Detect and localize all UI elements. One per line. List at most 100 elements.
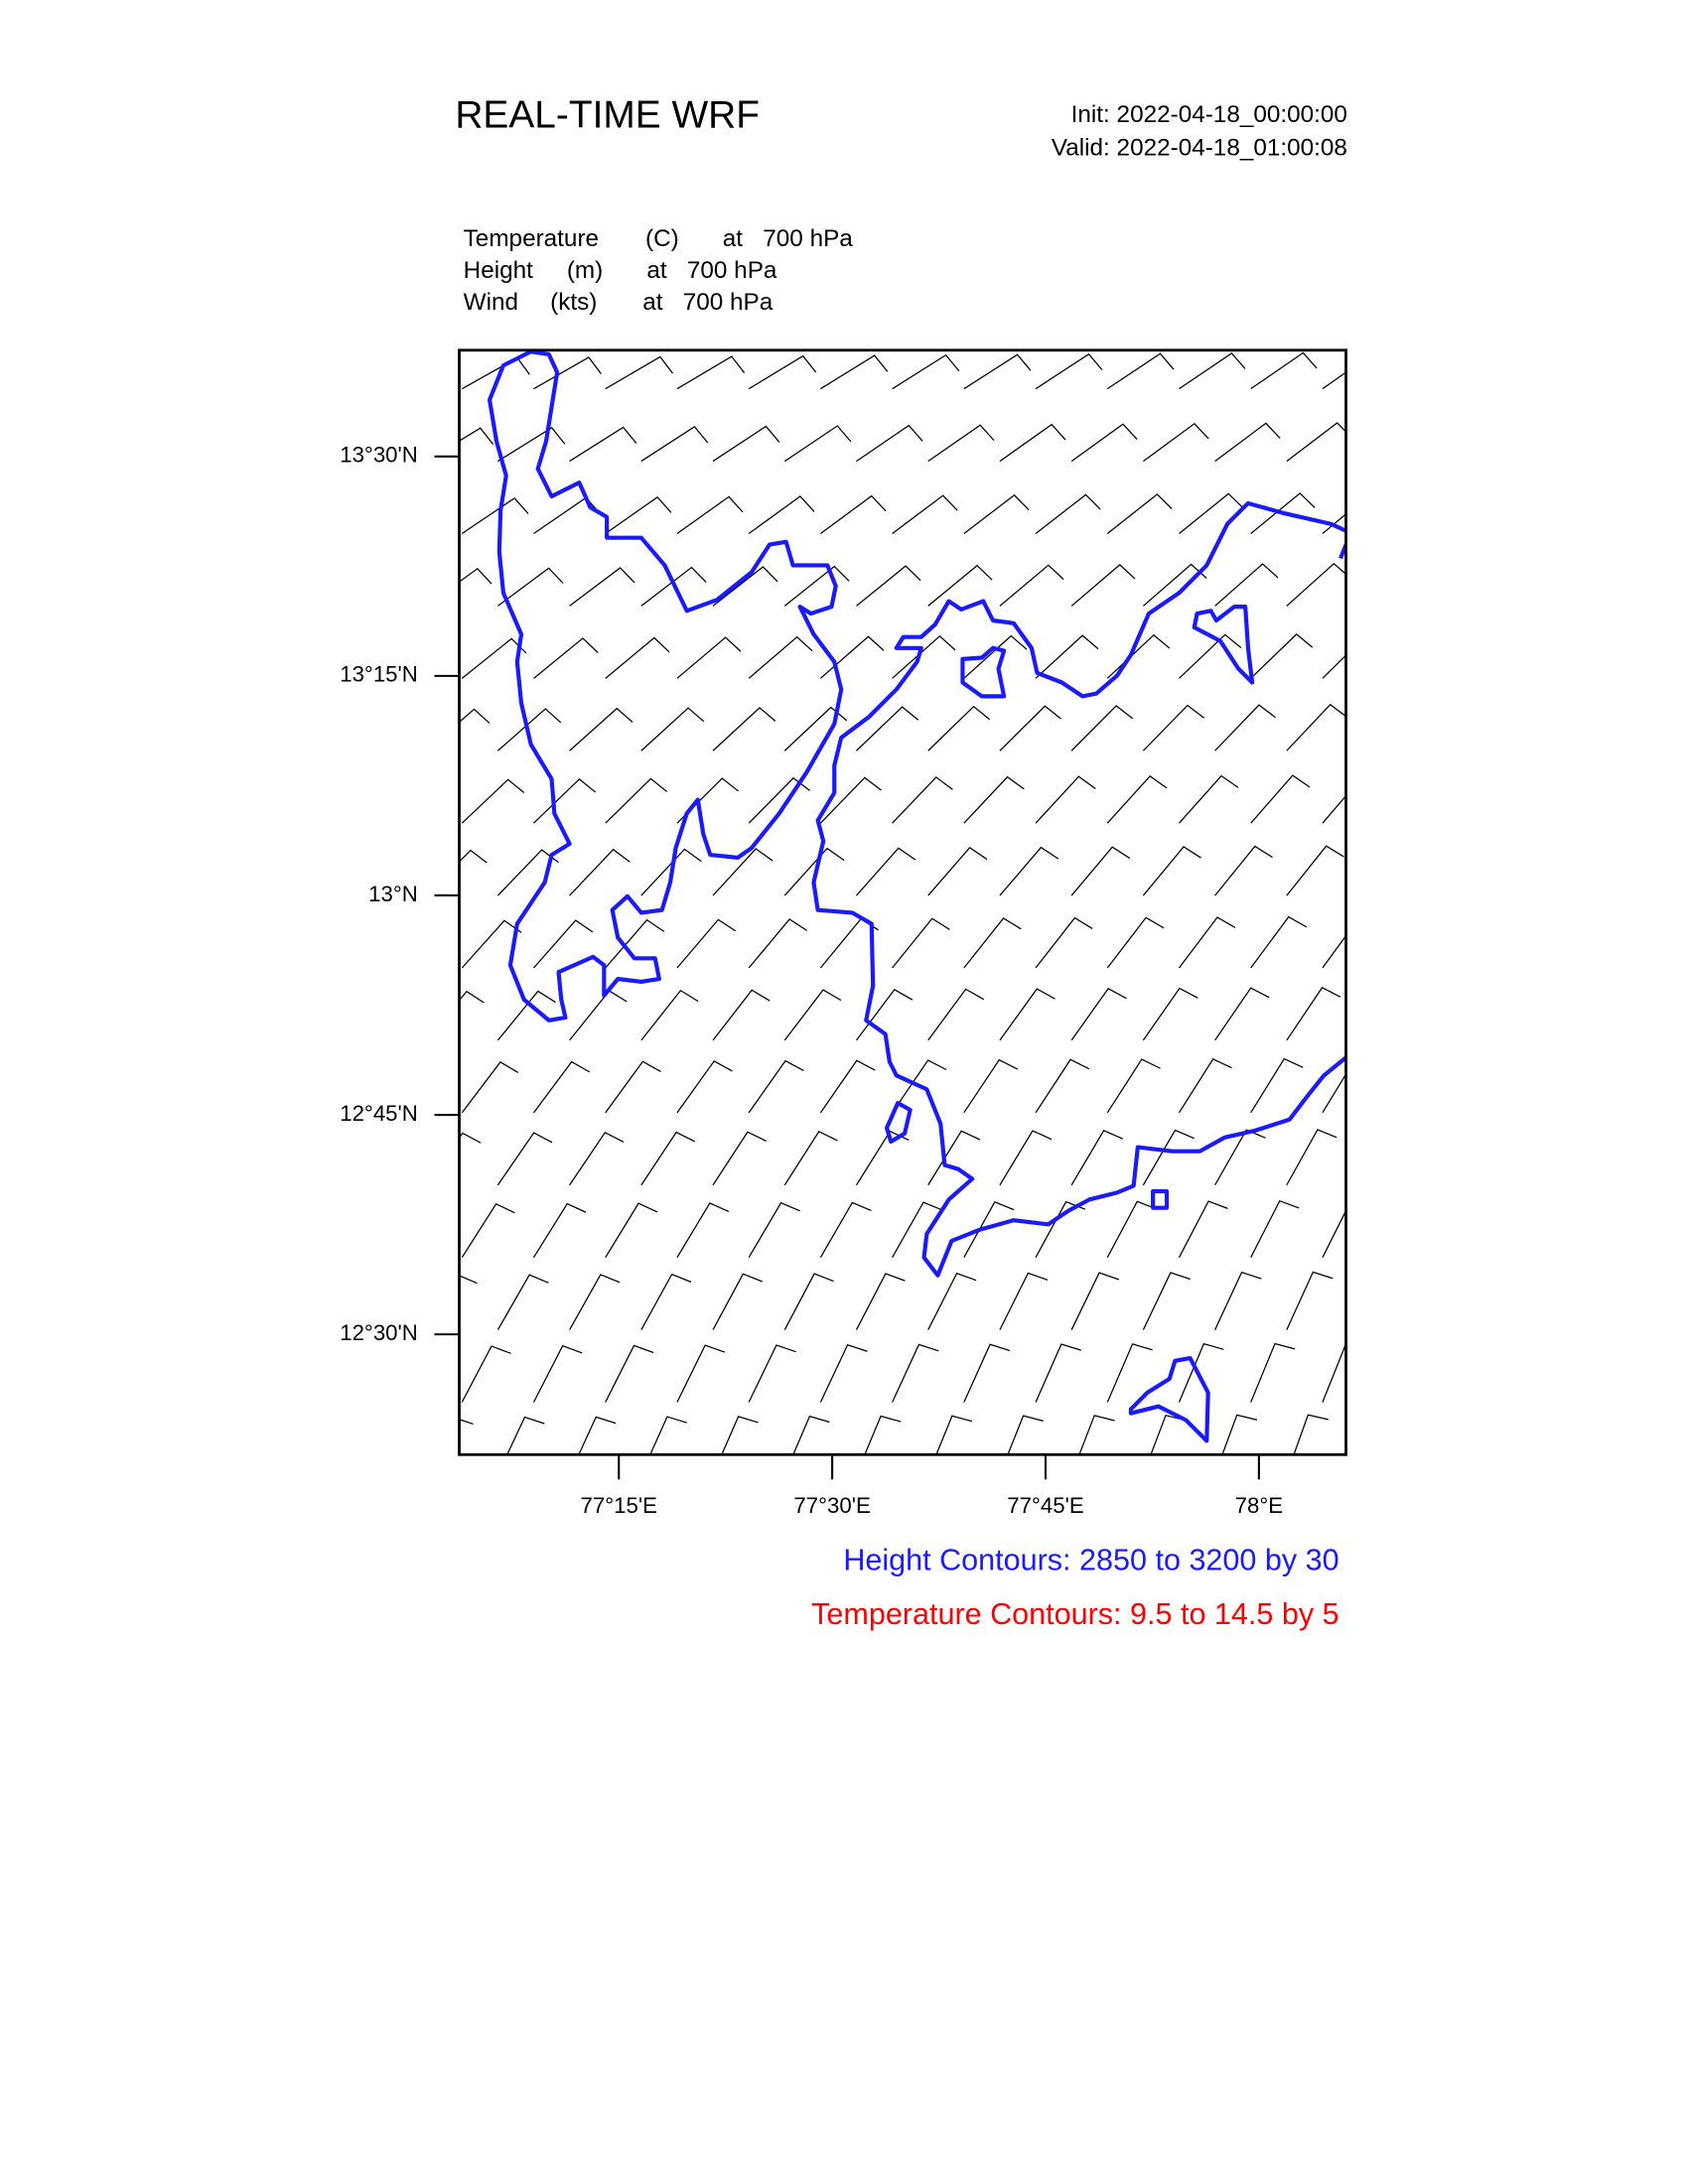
contour [884, 1101, 913, 1145]
wind-barb [927, 424, 995, 463]
wind-barb [1358, 1272, 1404, 1329]
wind-barb [820, 494, 887, 535]
wind-barb [1322, 1209, 1346, 1258]
wind-barb [1143, 422, 1209, 463]
wind-barb [1394, 1200, 1442, 1257]
wind-barb [1358, 423, 1423, 462]
wind-barb [461, 1202, 515, 1259]
wind-barb [963, 917, 1022, 969]
wind-barb [1142, 987, 1198, 1041]
wind-barb [963, 1058, 1019, 1114]
wind-barb [1070, 423, 1138, 463]
wind-barb [459, 1132, 482, 1144]
wind-barb [856, 565, 921, 607]
wind-barb [569, 707, 633, 751]
contour-note: Height Contours: 2850 to 3200 by 30 [843, 1544, 1338, 1577]
field-unit: (kts) [550, 289, 597, 316]
wind-barb [569, 848, 631, 896]
wind-barb [1286, 1271, 1334, 1330]
wind-barb [1070, 1129, 1124, 1186]
wind-barb [1142, 704, 1205, 751]
field-level: at 700 hPa [642, 289, 774, 316]
wind-barb [677, 1488, 721, 1547]
field-unit: (C) [645, 225, 679, 252]
wind-barb [676, 355, 746, 390]
wind-barb [1178, 1342, 1224, 1403]
wind-barb [856, 424, 923, 463]
wind-barb [792, 1415, 830, 1455]
wind-barb [1286, 422, 1346, 463]
wind-barb [783, 425, 852, 463]
wind-barb [1286, 703, 1346, 751]
wind-barb [893, 1487, 934, 1547]
wind-barb [1106, 1200, 1157, 1258]
wind-barb [712, 566, 778, 607]
wind-barb [819, 776, 882, 824]
wind-barb [676, 1060, 733, 1114]
wind-barb [532, 1344, 583, 1403]
wind-barb [1322, 654, 1346, 679]
wind-barb [963, 353, 1032, 390]
wind-barb [892, 1343, 939, 1403]
wind-barb [640, 1273, 692, 1330]
wind-barb [1250, 915, 1308, 969]
wind-barb [855, 1130, 910, 1186]
y-tick-label: 13°15'N [340, 662, 418, 687]
wind-barb [1322, 371, 1346, 390]
wind-barb [1142, 1272, 1191, 1330]
wind-barb [496, 708, 562, 751]
wind-barb [1035, 1200, 1086, 1258]
wind-barb [533, 919, 594, 969]
wind-barb [1250, 774, 1311, 824]
wind-barb [999, 846, 1059, 896]
wind-barb [1150, 1414, 1187, 1455]
contour [960, 645, 1007, 699]
wind-barb [459, 567, 492, 585]
valid-time: Valid: 2022-04-18_01:00:08 [1052, 134, 1347, 161]
wind-barb [1035, 493, 1101, 534]
wind-barb [496, 990, 556, 1041]
y-tick-label: 13°N [368, 882, 418, 906]
wind-barb [459, 427, 494, 446]
wind-barb [1214, 704, 1276, 751]
wind-barb [676, 636, 742, 679]
wind-barb [1078, 1415, 1115, 1455]
wind-barb [748, 776, 810, 824]
wind-barb [1070, 705, 1134, 751]
wind-barb [676, 918, 737, 969]
wind-barb [605, 1344, 654, 1403]
wind-barb [892, 1201, 943, 1258]
wind-barb [927, 847, 988, 896]
x-tick-label: 77°45'E [1007, 1493, 1083, 1518]
wind-barb [1322, 1072, 1346, 1114]
wind-barb [819, 1343, 868, 1403]
y-tick-label: 12°30'N [340, 1320, 418, 1345]
wind-barb [1221, 1414, 1258, 1455]
wind-barbs [459, 351, 1458, 1548]
wind-barb [748, 354, 817, 390]
wind-barb [1214, 1271, 1262, 1330]
wind-barb [1394, 492, 1458, 533]
wind-barb [1035, 352, 1103, 390]
wind-barb [927, 1272, 977, 1330]
wind-barb [605, 918, 665, 969]
wind-barb [748, 495, 815, 535]
wind-barb [1250, 1057, 1304, 1114]
wind-barb [748, 1344, 796, 1403]
wind-barb [1394, 1343, 1437, 1402]
wind-barb [963, 775, 1025, 824]
wind-barb [1178, 1200, 1228, 1258]
wind-barb [748, 635, 813, 679]
wind-barb [1358, 704, 1418, 751]
wind-barb [1250, 492, 1316, 534]
wind-barb [748, 1201, 800, 1258]
wind-barb [856, 706, 919, 751]
wind-barb [1178, 1058, 1232, 1114]
wind-barb [1035, 775, 1096, 824]
wind-barb [1070, 988, 1127, 1041]
wind-barb [749, 1488, 791, 1548]
wind-barb [855, 1273, 906, 1330]
y-tick-label: 13°30'N [340, 443, 418, 468]
wind-barb [892, 353, 960, 390]
